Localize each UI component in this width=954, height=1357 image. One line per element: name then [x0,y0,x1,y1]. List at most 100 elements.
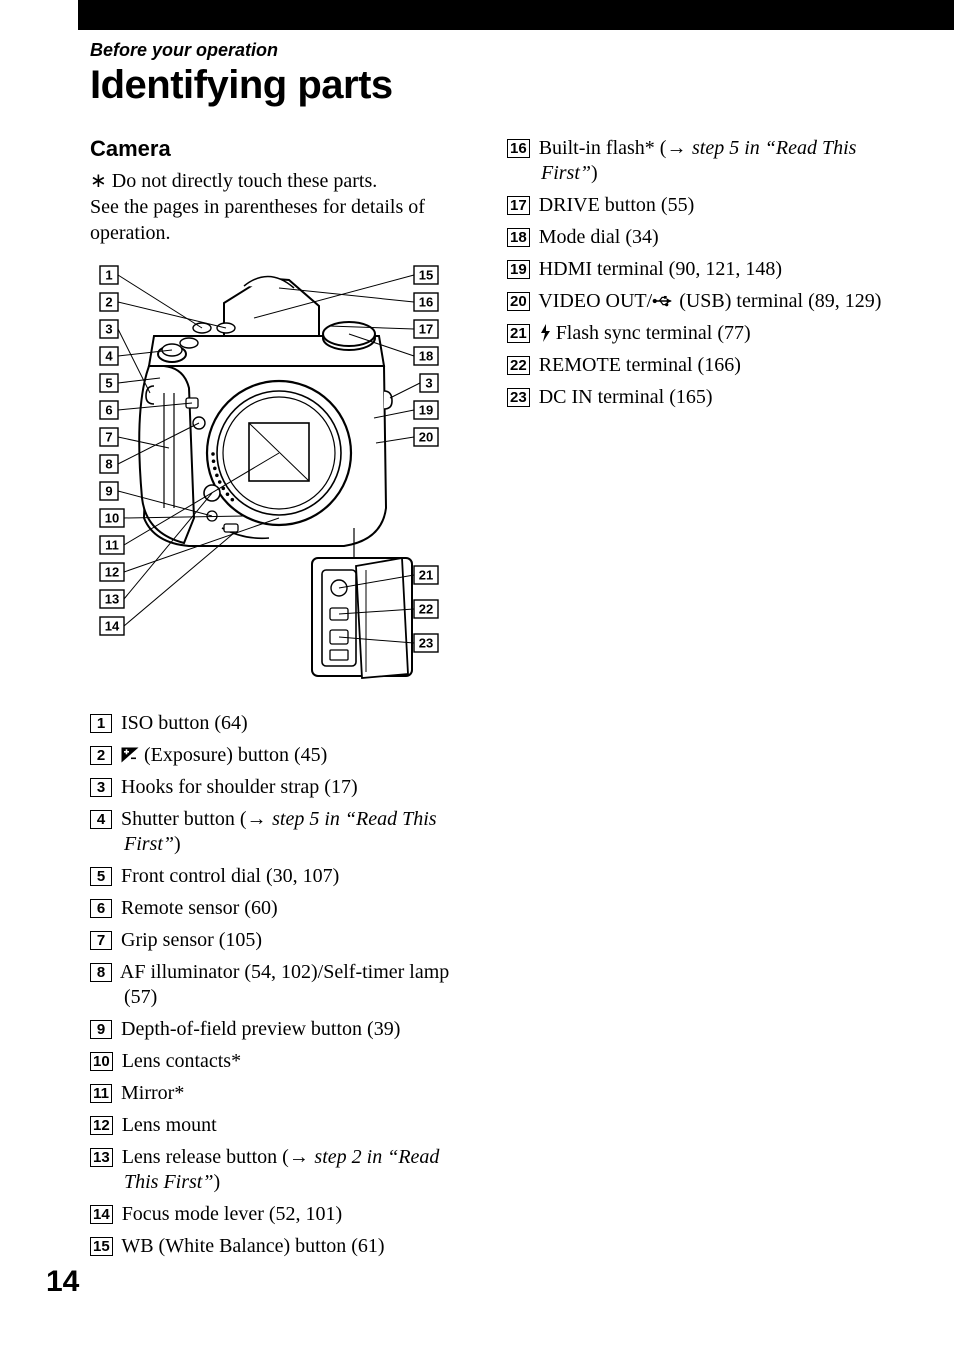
intro-note: ∗ Do not directly touch these parts. [90,170,377,192]
item-text: AF illuminator (54, 102)/Self-timer lamp… [120,961,449,1008]
callout-number: 14 [90,1205,113,1224]
item-text: Hooks for shoulder strap (17) [121,776,358,798]
item-text: WB (White Balance) button (61) [121,1235,384,1257]
svg-text:21: 21 [419,568,433,583]
arrow-icon: → [289,1146,315,1168]
callout-number: 19 [507,260,530,279]
svg-text:10: 10 [105,511,119,526]
callout-number: 7 [90,931,112,950]
callout-number: 16 [507,139,530,158]
item-text: Focus mode lever (52, 101) [122,1203,343,1225]
svg-text:23: 23 [419,636,433,651]
callout-number: 13 [90,1148,113,1167]
page-number: 14 [46,1265,79,1299]
callout-number: 21 [507,324,530,343]
parts-list-item: 19 HDMI terminal (90, 121, 148) [507,257,894,282]
item-text: Remote sensor (60) [121,897,278,919]
flash-icon [539,324,551,342]
parts-list-item: 12 Lens mount [90,1113,477,1138]
parts-list-item: 8 AF illuminator (54, 102)/Self-timer la… [90,960,477,1010]
page-content: Before your operation Identifying parts … [90,40,894,1266]
parts-list-item: 2 (Exposure) button (45) [90,743,477,768]
item-text: Lens release button ( [122,1146,289,1168]
callout-number: 4 [90,810,112,829]
svg-text:7: 7 [105,430,112,445]
svg-text:11: 11 [105,538,119,553]
svg-text:17: 17 [419,322,433,337]
section-label: Before your operation [90,40,894,61]
callout-number: 23 [507,388,530,407]
parts-list-item: 14 Focus mode lever (52, 101) [90,1202,477,1227]
item-text: DRIVE button (55) [539,194,695,216]
callout-number: 12 [90,1116,113,1135]
svg-text:5: 5 [105,376,112,391]
intro-block: ∗ Do not directly touch these parts. See… [90,168,477,246]
parts-list-item: 6 Remote sensor (60) [90,896,477,921]
item-text: (Exposure) button (45) [139,744,327,766]
svg-text:14: 14 [105,619,120,634]
item-text: Mirror* [121,1082,184,1104]
svg-text:9: 9 [105,484,112,499]
svg-text:19: 19 [419,403,433,418]
callout-number: 20 [507,292,530,311]
parts-list-item: 13 Lens release button (→ step 2 in “Rea… [90,1145,477,1195]
svg-text:20: 20 [419,430,433,445]
item-text: Flash sync terminal (77) [551,322,751,344]
parts-list-item: 21 Flash sync terminal (77) [507,321,894,346]
two-column-layout: Camera ∗ Do not directly touch these par… [90,136,894,1266]
parts-list-item: 9 Depth-of-field preview button (39) [90,1017,477,1042]
exposure-icon [121,747,139,763]
callout-number: 9 [90,1020,112,1039]
callout-number: 8 [90,963,112,982]
callout-number: 17 [507,196,530,215]
parts-list-item: 1 ISO button (64) [90,711,477,736]
svg-text:15: 15 [419,268,433,283]
item-text: ISO button (64) [121,712,248,734]
item-text: (USB) terminal (89, 129) [674,290,881,312]
svg-text:12: 12 [105,565,119,580]
item-text: REMOTE terminal (166) [539,354,741,376]
item-text: Grip sensor (105) [121,929,262,951]
callout-number: 5 [90,867,112,886]
left-column: Camera ∗ Do not directly touch these par… [90,136,477,1266]
svg-text:4: 4 [105,349,113,364]
callout-number: 11 [90,1084,112,1103]
parts-list-item: 7 Grip sensor (105) [90,928,477,953]
svg-text:1: 1 [105,268,112,283]
parts-list-left: 1 ISO button (64) 2 (Exposure) button (45… [90,711,477,1259]
callout-number: 2 [90,746,112,765]
svg-text:13: 13 [105,592,119,607]
parts-list-item: 17 DRIVE button (55) [507,193,894,218]
callout-number: 6 [90,899,112,918]
item-text: DC IN terminal (165) [539,386,713,408]
header-black-bar [78,0,954,30]
parts-list-item: 10 Lens contacts* [90,1049,477,1074]
svg-text:2: 2 [105,295,112,310]
arrow-icon: → [666,137,692,159]
parts-list-item: 15 WB (White Balance) button (61) [90,1234,477,1259]
callout-number: 18 [507,228,530,247]
item-text: ) [591,162,598,184]
callout-number: 15 [90,1237,113,1256]
item-text: Mode dial (34) [539,226,659,248]
callout-number: 22 [507,356,530,375]
arrow-icon: → [247,808,273,830]
usb-icon [652,294,674,308]
item-text: ) [213,1171,220,1193]
item-text: Depth-of-field preview button (39) [121,1018,400,1040]
parts-list-item: 11 Mirror* [90,1081,477,1106]
svg-text:3: 3 [425,376,432,391]
parts-list-item: 5 Front control dial (30, 107) [90,864,477,889]
camera-diagram: 12345678910111213141516171831920212223 [94,258,444,688]
item-text: Built-in flash* ( [539,137,667,159]
parts-list-item: 23 DC IN terminal (165) [507,385,894,410]
item-text: ) [174,833,181,855]
page-title: Identifying parts [90,63,894,108]
parts-list-item: 3 Hooks for shoulder strap (17) [90,775,477,800]
camera-subhead: Camera [90,136,477,162]
parts-list-right: 16 Built-in flash* (→ step 5 in “Read Th… [507,136,894,410]
item-text: Front control dial (30, 107) [121,865,339,887]
item-text: Lens contacts* [122,1050,241,1072]
svg-text:6: 6 [105,403,112,418]
callout-number: 3 [90,778,112,797]
